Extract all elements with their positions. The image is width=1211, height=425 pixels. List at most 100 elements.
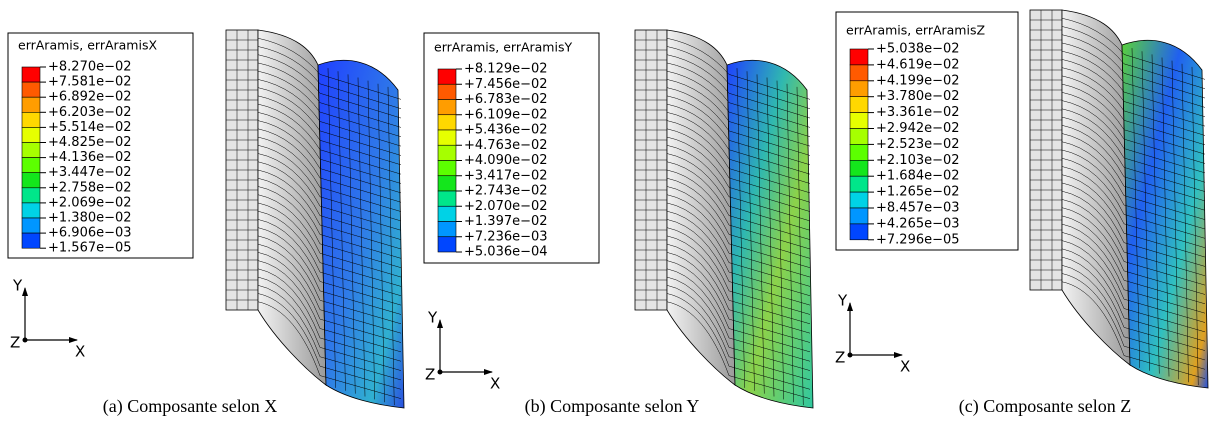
mesh-line xyxy=(666,268,811,362)
mesh-line xyxy=(257,54,402,119)
legend-value: +4.619e−02 xyxy=(876,57,960,72)
mesh-line xyxy=(257,301,402,399)
mesh-line xyxy=(257,210,402,297)
mesh-line xyxy=(1061,116,1206,192)
legend-value: +2.942e−02 xyxy=(876,121,960,136)
mesh-line xyxy=(1061,199,1206,286)
mesh-line xyxy=(666,145,811,222)
mesh-line xyxy=(1061,157,1206,239)
caption: (a) Composante selon X xyxy=(103,396,277,417)
legend-swatch xyxy=(21,81,41,98)
legend-swatch xyxy=(849,144,869,161)
mesh-line xyxy=(666,260,811,353)
legend-value: +7.581e−02 xyxy=(48,75,132,90)
caption: (b) Composante selon Y xyxy=(525,396,700,417)
legend-swatch xyxy=(437,99,457,116)
mesh-line xyxy=(666,62,811,128)
legend-value: +7.296e−05 xyxy=(876,232,960,247)
arrow xyxy=(437,319,443,328)
legend-swatch xyxy=(437,129,457,146)
legend-swatch xyxy=(437,221,457,238)
legend-swatch xyxy=(437,205,457,222)
panel: errAramis, errAramisZ +5.038e−02+4.619e−0… xyxy=(835,9,1209,417)
mesh-line xyxy=(666,46,811,109)
axis-label-z: Z xyxy=(10,334,20,352)
mesh-line xyxy=(666,210,811,297)
mesh-field xyxy=(317,59,405,409)
mesh-line xyxy=(357,77,366,397)
legend-title: errAramis, errAramisY xyxy=(434,40,572,55)
legend-swatch xyxy=(21,142,41,158)
mesh-line xyxy=(1061,232,1206,323)
panel: errAramis, errAramisY +8.129e−02+7.456e−0… xyxy=(423,29,814,417)
legend-swatch xyxy=(849,223,869,241)
legend-swatch xyxy=(437,144,457,161)
mesh-line xyxy=(1061,256,1206,351)
axis-origin xyxy=(22,337,28,343)
mesh-line xyxy=(327,68,336,388)
legend-swatch xyxy=(849,175,869,193)
legend-swatch xyxy=(437,236,457,253)
mesh-line xyxy=(1061,133,1206,211)
mesh-line xyxy=(666,252,811,343)
mesh-line xyxy=(257,177,402,259)
mesh-line xyxy=(257,268,402,362)
legend-value: +7.236e−03 xyxy=(464,229,548,244)
legend-value: +8.129e−02 xyxy=(464,62,548,77)
mesh-line xyxy=(257,62,402,128)
legend-value: +3.417e−02 xyxy=(464,168,548,183)
mesh-line xyxy=(666,161,811,240)
arrow xyxy=(484,369,493,375)
mesh-line xyxy=(1061,248,1206,342)
legend-title: errAramis, errAramisX xyxy=(18,38,157,53)
mesh-line xyxy=(257,120,402,194)
legend-swatch xyxy=(849,48,869,66)
legend-swatch xyxy=(437,175,457,192)
legend-value: +2.758e−02 xyxy=(48,180,132,195)
legend-swatch xyxy=(437,83,457,100)
mesh-line xyxy=(257,87,402,156)
mesh-line xyxy=(377,83,385,403)
legend-value: +8.270e−02 xyxy=(48,60,132,75)
legend-swatch xyxy=(21,187,41,204)
mesh-line xyxy=(257,37,402,100)
mesh-line xyxy=(796,86,804,406)
legend-swatch xyxy=(21,202,41,219)
legend-value: +6.892e−02 xyxy=(48,90,132,105)
axis-label-y: Y xyxy=(12,277,23,295)
mesh-line xyxy=(257,145,402,222)
mesh-line xyxy=(1061,207,1206,295)
mesh-line xyxy=(257,103,402,175)
mesh-line xyxy=(257,227,402,315)
legend-value: +4.136e−02 xyxy=(48,150,132,165)
mesh-line xyxy=(1061,108,1206,183)
axis-label-y: Y xyxy=(427,309,438,327)
legend-value: +6.203e−02 xyxy=(48,105,132,120)
mesh-line xyxy=(1061,83,1206,155)
mesh-line xyxy=(257,219,402,306)
mesh-line xyxy=(666,95,811,166)
mesh-line xyxy=(1061,223,1206,314)
mesh-line xyxy=(666,169,811,250)
mesh-line xyxy=(1061,240,1206,333)
mesh-line xyxy=(666,243,811,334)
legend-swatch xyxy=(437,160,457,177)
mesh-line xyxy=(257,285,402,381)
legend-value: +4.825e−02 xyxy=(48,135,132,150)
mesh-line xyxy=(257,161,402,240)
mesh-line xyxy=(1171,60,1179,380)
mesh-line xyxy=(666,227,811,315)
mesh-line xyxy=(666,136,811,212)
mesh-line xyxy=(1061,34,1206,99)
axis-label-x: X xyxy=(75,343,85,361)
legend-value: +3.447e−02 xyxy=(48,165,132,180)
legend-title: errAramis, errAramisZ xyxy=(846,23,985,38)
axis-label-y: Y xyxy=(837,292,848,310)
mesh-line xyxy=(1061,174,1206,258)
mesh-line xyxy=(1061,125,1206,202)
mesh-line xyxy=(257,202,402,287)
mesh-line xyxy=(1061,265,1206,361)
mesh-line xyxy=(257,95,402,166)
legend-swatch xyxy=(437,190,457,207)
mesh-line xyxy=(746,71,755,391)
